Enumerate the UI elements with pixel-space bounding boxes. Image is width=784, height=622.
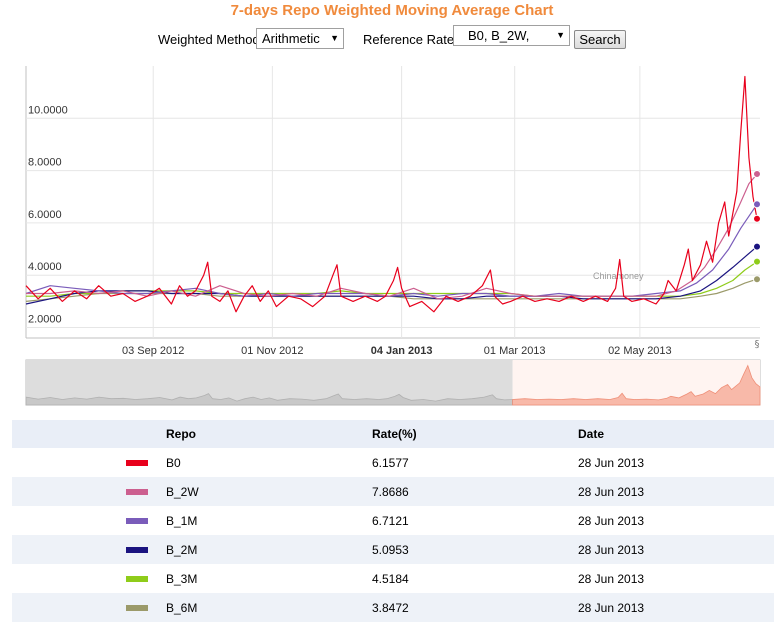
series-endpoints: § [753, 170, 761, 350]
reference-rate-label: Reference Rate [363, 32, 455, 47]
x-tick-label: 01 Nov 2012 [241, 345, 303, 357]
navigator-area-unselected [25, 393, 513, 406]
weighted-method-select[interactable]: Arithmetic ▼ [256, 28, 344, 49]
series-endpoint-b-2m [753, 242, 761, 251]
rate-cell: 3.8472 [372, 601, 409, 615]
rate-cell: 4.5184 [372, 572, 409, 586]
series-swatch [126, 489, 148, 495]
repo-cell: B_2W [166, 485, 199, 499]
series-swatch [126, 547, 148, 553]
x-axis: 03 Sep 2012 01 Nov 2012 04 Jan 2013 01 Mar … [122, 345, 672, 357]
chevron-down-icon: ▼ [330, 33, 339, 43]
table-row: B_2M 5.0953 28 Jun 2013 [12, 535, 774, 564]
plot-area [25, 66, 760, 339]
gridlines [26, 66, 760, 338]
series-swatch [126, 605, 148, 611]
rate-table: Repo Rate(%) Date B0 6.1577 28 Jun 2013 … [12, 420, 774, 622]
reference-rate-value: B0, B_2W, [468, 28, 530, 43]
table-header-row: Repo Rate(%) Date [12, 420, 774, 448]
rate-cell: 6.1577 [372, 456, 409, 470]
x-tick-label: 02 May 2013 [608, 345, 672, 357]
table-row: B_1M 6.7121 28 Jun 2013 [12, 506, 774, 535]
date-cell: 28 Jun 2013 [578, 543, 645, 557]
weighted-method-value: Arithmetic [262, 31, 320, 46]
table-row: B_2W 7.8686 28 Jun 2013 [12, 477, 774, 506]
series-endpoint-b-2w [753, 170, 761, 179]
series-endpoint-b0 [753, 214, 761, 223]
header-repo: Repo [166, 427, 196, 441]
rate-cell: 7.8686 [372, 485, 409, 499]
chart-title: 7-days Repo Weighted Moving Average Char… [230, 2, 554, 19]
series-line-b-2m [25, 246, 758, 305]
repo-cell: B_3M [166, 572, 198, 586]
repo-cell: B_2M [166, 543, 198, 557]
x-tick-label: 01 Mar 2013 [484, 345, 546, 357]
date-cell: 28 Jun 2013 [578, 572, 645, 586]
y-tick-label: 6.0000 [28, 209, 62, 221]
header-rate: Rate(%) [372, 427, 417, 441]
search-button[interactable]: Search [574, 30, 626, 49]
series-endpoint-b-6m [753, 275, 761, 284]
date-cell: 28 Jun 2013 [578, 456, 645, 470]
plot-background [26, 66, 760, 338]
x-tick-label: 03 Sep 2012 [122, 345, 184, 357]
y-tick-label: 4.0000 [28, 261, 62, 273]
header-date: Date [578, 427, 605, 441]
rate-cell: 5.0953 [372, 543, 409, 557]
series-swatch [126, 460, 148, 466]
y-tick-label: 8.0000 [28, 157, 62, 169]
rate-cell: 6.7121 [372, 514, 409, 528]
repo-cell: B0 [166, 456, 181, 470]
table-row: B_3M 4.5184 28 Jun 2013 [12, 564, 774, 593]
series-line-b-6m [25, 278, 758, 302]
y-tick-label: 10.0000 [28, 104, 68, 116]
date-cell: 28 Jun 2013 [578, 485, 645, 499]
resize-handle-icon[interactable]: § [755, 339, 760, 350]
range-navigator[interactable] [25, 359, 761, 406]
chart-watermark: Chinamoney [593, 271, 644, 281]
table-row: B_6M 3.8472 28 Jun 2013 [12, 593, 774, 622]
table-row: B0 6.1577 28 Jun 2013 [12, 448, 774, 477]
series-lines [25, 75, 758, 313]
date-cell: 28 Jun 2013 [578, 601, 645, 615]
line-chart: 10.0000 8.0000 6.0000 4.0000 2.0000 03 Sep 2… [25, 66, 761, 406]
date-cell: 28 Jun 2013 [578, 514, 645, 528]
series-swatch [126, 576, 148, 582]
y-tick-label: 2.0000 [28, 314, 62, 326]
x-tick-label: 04 Jan 2013 [371, 345, 433, 357]
weighted-method-label: Weighted Method [158, 32, 260, 47]
series-swatch [126, 518, 148, 524]
chevron-down-icon: ▼ [556, 30, 565, 40]
repo-cell: B_1M [166, 514, 198, 528]
series-endpoint-b-1m [753, 200, 761, 209]
reference-rate-select[interactable]: B0, B_2W, ▼ [453, 25, 570, 46]
filter-controls: Weighted Method Arithmetic ▼ Reference R… [0, 25, 784, 52]
series-line-b0 [25, 75, 758, 313]
navigator-area-selected [512, 364, 761, 406]
series-endpoint-b-3m [753, 257, 761, 266]
y-axis: 10.0000 8.0000 6.0000 4.0000 2.0000 [28, 104, 68, 325]
repo-cell: B_6M [166, 601, 198, 615]
